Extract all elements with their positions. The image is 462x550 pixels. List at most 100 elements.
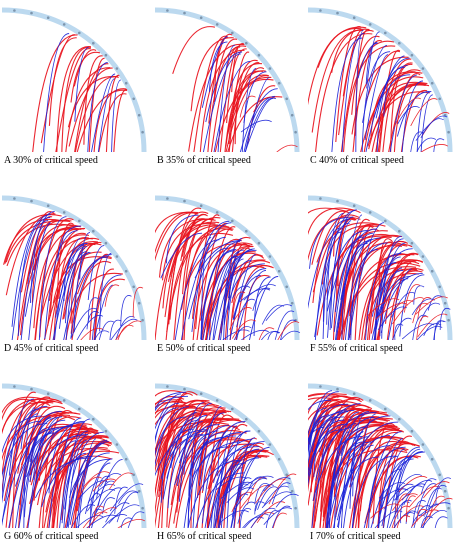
trajectory-line-blue <box>379 269 404 337</box>
trajectory-line-red <box>65 67 111 152</box>
trajectory-line-red <box>56 46 91 152</box>
liner-mark <box>443 489 447 493</box>
mill-shell-arc <box>155 7 300 152</box>
toe-trajectory-line <box>416 137 437 152</box>
liner-mark <box>183 11 186 15</box>
toe-trajectory-line <box>420 302 441 322</box>
liner-mark <box>352 204 356 207</box>
trajectory-line-red <box>155 211 198 254</box>
toe-trajectory-line <box>412 302 429 324</box>
trajectory-line-blue <box>376 66 405 152</box>
toe-trajectory-line <box>76 314 104 340</box>
trajectory-line-blue <box>340 237 381 300</box>
trajectory-line-blue <box>325 441 374 528</box>
trajectory-line-blue <box>11 214 51 327</box>
liner-mark <box>447 506 450 510</box>
trajectory-line-blue <box>343 445 391 528</box>
trajectory-line-blue <box>208 41 228 92</box>
toe-trajectory-line <box>117 518 146 528</box>
toe-trajectory-line <box>401 480 433 501</box>
liner-mark <box>290 113 294 117</box>
trajectory-line-blue <box>183 424 220 475</box>
trajectory-line-blue <box>200 248 237 340</box>
trajectory-line-red <box>209 414 234 485</box>
liner-mark <box>78 219 81 223</box>
toe-trajectory-line <box>410 131 424 152</box>
toe-trajectory-line <box>392 297 424 325</box>
liner-mark <box>166 197 169 200</box>
trajectory-line-blue <box>383 74 411 117</box>
trajectory-line-blue <box>309 217 349 269</box>
trajectory-line-red <box>2 396 48 414</box>
toe-trajectory-line <box>280 319 297 340</box>
trajectory-line-red <box>39 241 98 322</box>
toe-trajectory-line <box>98 320 115 340</box>
toe-trajectory-line <box>222 329 250 340</box>
trajectory-line-blue <box>188 247 228 320</box>
trajectory-line-red <box>342 244 408 340</box>
panel-e: E 50% of critical speed <box>155 190 305 370</box>
trajectory-line-red <box>365 448 408 528</box>
trajectory-line-blue <box>313 409 348 477</box>
liner-mark <box>277 457 281 461</box>
trajectory-line-red <box>308 393 354 400</box>
liner-mark <box>124 457 128 461</box>
toe-trajectory-line <box>229 307 252 330</box>
toe-trajectory-line <box>423 323 442 336</box>
trajectory-line-red <box>68 67 113 147</box>
toe-trajectory-line <box>267 330 281 340</box>
trajectory-line-blue <box>241 67 257 152</box>
toe-trajectory-line <box>102 497 116 515</box>
toe-trajectory-line <box>239 288 271 303</box>
liner-mark <box>13 9 16 12</box>
toe-trajectory-line <box>411 514 426 528</box>
trajectory-line-blue <box>352 455 397 528</box>
liner-mark <box>384 407 387 411</box>
liner-mark <box>421 443 425 446</box>
caption-f: F 55% of critical speed <box>310 343 403 354</box>
trajectory-line-blue <box>348 222 385 340</box>
trajectory-line-blue <box>396 91 430 137</box>
trajectory-line-blue <box>17 217 51 337</box>
trajectory-line-blue <box>326 411 359 528</box>
trajectory-line-blue <box>219 441 265 528</box>
trajectory-line-blue <box>249 276 279 340</box>
liner-mark <box>285 473 288 477</box>
liner-mark <box>319 385 322 388</box>
toe-trajectory-line <box>233 326 252 340</box>
liner-mark <box>368 23 372 26</box>
trajectory-line-red <box>384 268 424 324</box>
trajectory-line-red <box>196 410 227 499</box>
toe-trajectory-line <box>231 285 251 299</box>
toe-trajectory-line <box>389 499 412 528</box>
toe-trajectory-line <box>263 507 293 526</box>
toe-trajectory-line <box>378 481 406 499</box>
toe-trajectory-line <box>242 516 264 528</box>
toe-trajectory-line <box>250 507 276 528</box>
trajectory-line-red <box>312 214 360 304</box>
trajectory-line-red <box>176 439 247 502</box>
trajectory-line-blue <box>155 395 189 412</box>
liner-mark <box>398 41 401 45</box>
trajectory-line-blue <box>2 413 39 527</box>
toe-trajectory-line <box>400 501 410 524</box>
trajectory-line-red <box>308 207 356 236</box>
toe-trajectory-line <box>82 511 108 528</box>
toe-trajectory-line <box>92 478 117 492</box>
trajectory-line-red <box>360 76 424 152</box>
trajectory-line-red <box>73 49 97 87</box>
toe-trajectory-line <box>108 504 140 524</box>
toe-trajectory-line <box>231 319 257 339</box>
trajectory-line-blue <box>73 252 90 333</box>
trajectory-line-red <box>70 242 99 334</box>
toe-trajectory-line <box>231 491 253 513</box>
toe-trajectory-line <box>254 501 265 515</box>
trajectory-line-blue <box>174 239 220 340</box>
trajectory-line-blue <box>387 268 412 340</box>
liner-mark <box>294 130 297 134</box>
trajectory-line-blue <box>378 438 404 528</box>
caption-d: D 45% of critical speed <box>4 343 99 354</box>
trajectory-line-blue <box>330 220 352 329</box>
trajectory-line-blue <box>326 212 344 325</box>
toe-trajectory-line <box>391 505 410 528</box>
